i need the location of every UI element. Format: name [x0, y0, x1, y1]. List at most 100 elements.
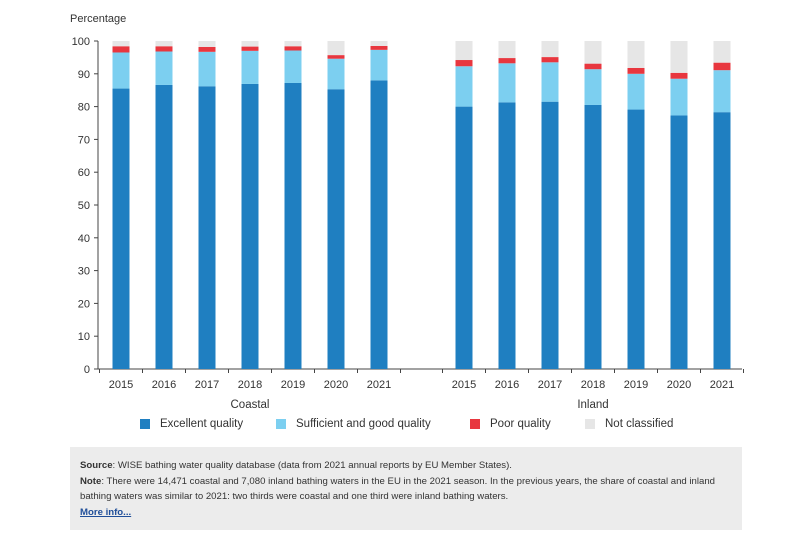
bar-coastal-2016-excellent-quality — [155, 84, 173, 370]
bar-inland-2018-excellent-quality — [584, 104, 602, 370]
legend-label-sufficient: Sufficient and good quality — [296, 418, 431, 430]
bar-coastal-2020-not-classified — [327, 41, 345, 56]
legend-item-not-classified: Not classified — [585, 418, 673, 430]
bar-coastal-2017-excellent-quality — [198, 86, 216, 369]
bar-coastal-2016-sufficient-and-good-quality — [155, 51, 173, 85]
more-info-link[interactable]: More info... — [80, 506, 132, 518]
bar-inland-2020-poor-quality — [670, 72, 688, 79]
bar-inland-2017-not-classified — [541, 41, 559, 58]
bar-coastal-2015-not-classified — [112, 41, 130, 47]
legend-item-sufficient: Sufficient and good quality — [276, 418, 431, 430]
bar-coastal-2018-poor-quality — [241, 46, 259, 51]
x-tick-label-coastal-2018: 2018 — [238, 379, 262, 391]
bar-inland-2017-excellent-quality — [541, 101, 559, 370]
y-tick-label-50: 50 — [78, 200, 90, 212]
y-tick-label-0: 0 — [84, 364, 90, 376]
bar-coastal-2019-poor-quality — [284, 46, 302, 51]
bar-coastal-2017-poor-quality — [198, 46, 216, 52]
bar-inland-2021-poor-quality — [713, 62, 731, 71]
x-tick-label-coastal-2015: 2015 — [109, 379, 133, 391]
bar-inland-2021-excellent-quality — [713, 112, 731, 370]
bar-coastal-2021-excellent-quality — [370, 80, 388, 370]
x-tick-label-coastal-2016: 2016 — [152, 379, 176, 391]
x-tick-label-inland-2017: 2017 — [538, 379, 562, 391]
axis-labels: 0 10 20 30 40 50 60 70 80 90 100 2015 2016 2017 2018 20… — [72, 36, 735, 411]
stacked-bar-chart: Percentage 0 10 20 30 40 50 60 70 80 90 100 2015 201… — [70, 13, 744, 411]
bar-inland-2016-not-classified — [498, 41, 516, 59]
x-tick-label-inland-2021: 2021 — [710, 379, 734, 391]
bar-inland-2020-sufficient-and-good-quality — [670, 78, 688, 116]
bar-inland-2019-sufficient-and-good-quality — [627, 73, 645, 110]
bar-inland-2021-sufficient-and-good-quality — [713, 70, 731, 113]
bar-coastal-2020-excellent-quality — [327, 89, 345, 369]
bar-coastal-2015-excellent-quality — [112, 88, 130, 369]
y-tick-label-60: 60 — [78, 167, 90, 179]
x-tick-label-inland-2015: 2015 — [452, 379, 476, 391]
bar-inland-2015-not-classified — [455, 41, 473, 61]
y-tick-label-40: 40 — [78, 233, 90, 245]
bar-inland-2016-poor-quality — [498, 58, 516, 64]
bar-coastal-2019-not-classified — [284, 41, 302, 47]
legend-swatch-not-classified — [585, 419, 595, 429]
y-tick-label-20: 20 — [78, 298, 90, 310]
bars — [112, 41, 731, 370]
group-label-coastal: Coastal — [231, 399, 270, 411]
y-tick-label-30: 30 — [78, 266, 90, 278]
bar-coastal-2020-sufficient-and-good-quality — [327, 58, 345, 90]
bar-coastal-2018-not-classified — [241, 41, 259, 47]
bar-inland-2020-not-classified — [670, 41, 688, 73]
bar-inland-2019-not-classified — [627, 41, 645, 68]
x-tick-label-coastal-2017: 2017 — [195, 379, 219, 391]
bar-coastal-2021-poor-quality — [370, 45, 388, 50]
x-tick-label-inland-2019: 2019 — [624, 379, 648, 391]
bar-inland-2017-sufficient-and-good-quality — [541, 62, 559, 102]
y-axis-title: Percentage — [70, 13, 126, 25]
note-label: Note — [80, 475, 102, 487]
legend-swatch-sufficient — [276, 419, 286, 429]
y-tick-label-90: 90 — [78, 69, 90, 81]
source-label: Source — [80, 460, 113, 471]
note-text: : There were 14,471 coastal and 7,080 in… — [80, 475, 716, 503]
source-line: Source: WISE bathing water quality datab… — [80, 458, 732, 474]
bar-coastal-2017-sufficient-and-good-quality — [198, 51, 216, 87]
legend: Excellent quality Sufficient and good qu… — [140, 418, 700, 436]
legend-item-excellent: Excellent quality — [140, 418, 243, 430]
x-tick-label-coastal-2019: 2019 — [281, 379, 305, 391]
bar-coastal-2021-not-classified — [370, 41, 388, 46]
axes — [94, 40, 744, 373]
legend-swatch-excellent — [140, 419, 150, 429]
legend-label-not-classified: Not classified — [605, 418, 674, 430]
bar-coastal-2015-sufficient-and-good-quality — [112, 52, 130, 89]
x-tick-label-inland-2020: 2020 — [667, 379, 691, 391]
x-tick-label-coastal-2020: 2020 — [324, 379, 348, 391]
bar-coastal-2021-sufficient-and-good-quality — [370, 49, 388, 81]
source-text: : WISE bathing water quality database (d… — [112, 460, 512, 471]
y-tick-label-70: 70 — [78, 134, 90, 146]
bar-inland-2016-sufficient-and-good-quality — [498, 63, 516, 103]
y-tick-label-80: 80 — [78, 102, 90, 114]
bar-inland-2018-sufficient-and-good-quality — [584, 69, 602, 105]
legend-label-poor: Poor quality — [490, 418, 551, 430]
bar-inland-2020-excellent-quality — [670, 115, 688, 370]
legend-item-poor: Poor quality — [470, 418, 551, 430]
bar-coastal-2020-poor-quality — [327, 55, 345, 59]
y-tick-label-100: 100 — [72, 36, 90, 48]
bar-coastal-2018-excellent-quality — [241, 83, 259, 369]
x-tick-label-inland-2016: 2016 — [495, 379, 519, 391]
group-label-inland: Inland — [577, 399, 608, 411]
bar-inland-2015-excellent-quality — [455, 106, 473, 369]
legend-label-excellent: Excellent quality — [160, 418, 244, 430]
y-tick-label-10: 10 — [78, 331, 90, 343]
bar-coastal-2016-not-classified — [155, 41, 173, 47]
bar-inland-2016-excellent-quality — [498, 102, 516, 369]
bar-inland-2017-poor-quality — [541, 57, 559, 63]
bar-coastal-2019-sufficient-and-good-quality — [284, 50, 302, 83]
bar-inland-2018-poor-quality — [584, 63, 602, 70]
note-line: Note: There were 14,471 coastal and 7,08… — [80, 474, 732, 505]
bar-inland-2021-not-classified — [713, 41, 731, 63]
bar-coastal-2017-not-classified — [198, 41, 216, 47]
bar-inland-2018-not-classified — [584, 41, 602, 64]
bar-inland-2015-sufficient-and-good-quality — [455, 66, 473, 107]
bar-coastal-2015-poor-quality — [112, 46, 130, 53]
bar-inland-2019-excellent-quality — [627, 109, 645, 369]
